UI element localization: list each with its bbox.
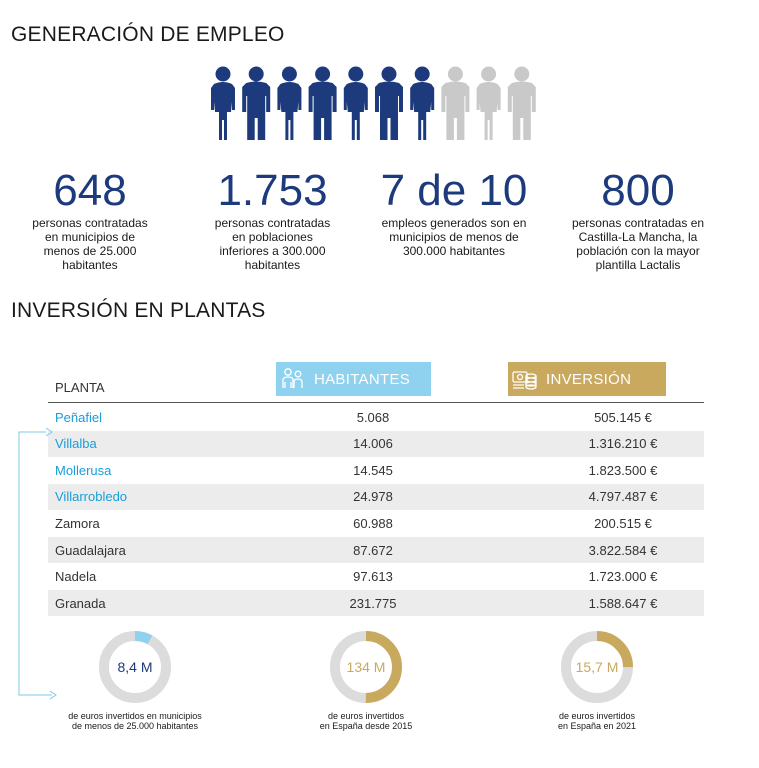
cell-habitantes: 5.068	[356, 409, 390, 425]
donut-value: 8,4 M	[117, 659, 153, 675]
employment-title: GENERACIÓN DE EMPLEO	[11, 23, 285, 46]
investment-title: INVERSIÓN EN PLANTAS	[11, 299, 266, 322]
table-row: Villarrobledo 24.978 4.797.487 €	[48, 483, 704, 510]
stat-text: personas contratadas en Castilla-La Manc…	[571, 216, 705, 272]
donut-chart	[93, 625, 177, 714]
donut-chart	[324, 625, 408, 714]
cell-habitantes: 14.545	[353, 462, 393, 478]
cell-planta: Granada	[55, 595, 106, 611]
stat-648: 648 personas contratadas en municipios d…	[20, 166, 160, 273]
stat-number: 1.753	[217, 166, 328, 215]
cell-inversion: 4.797.487 €	[588, 489, 658, 505]
person-icon	[441, 66, 470, 140]
cell-habitantes: 231.775	[349, 595, 397, 611]
table-row: Granada 231.775 1.588.647 €	[48, 590, 704, 617]
cell-inversion: 3.822.584 €	[588, 542, 658, 558]
person-icon	[507, 66, 536, 140]
people-icon	[276, 362, 310, 396]
donut-caption: de euros invertidos en España desde 2015	[319, 711, 413, 731]
cell-planta: Nadela	[55, 569, 97, 585]
cell-inversion: 1.316.210 €	[588, 436, 658, 452]
stat-7-de-10: 7 de 10 empleos generados son en municip…	[368, 166, 540, 259]
donut-fill	[561, 631, 633, 703]
cell-inversion: 1.823.500 €	[588, 462, 658, 478]
donut-caption: de euros invertidos en España en 2021	[557, 711, 637, 731]
donut-fill	[99, 631, 171, 703]
table-row: Peñafiel 5.068 505.145 €	[48, 404, 704, 430]
cell-inversion: 505.145 €	[594, 409, 652, 425]
donut-fill	[330, 631, 402, 703]
inversion-label: INVERSIÓN	[546, 370, 632, 388]
cell-inversion: 200.515 €	[594, 515, 652, 531]
person-icon	[343, 66, 368, 140]
person-icon	[410, 66, 435, 140]
table-row: Villalba 14.006 1.316.210 €	[48, 430, 704, 457]
person-icon	[242, 66, 271, 140]
stat-1753: 1.753 personas contratadas en poblacione…	[200, 166, 345, 273]
cell-habitantes: 24.978	[353, 489, 393, 505]
column-header-habitantes: HABITANTES	[276, 362, 431, 396]
person-icon	[308, 66, 337, 140]
person-icon	[211, 66, 235, 140]
cell-habitantes: 14.006	[353, 436, 393, 452]
person-icon	[375, 66, 403, 140]
donut-value: 134 M	[346, 659, 386, 675]
stat-800: 800 personas contratadas en Castilla-La …	[560, 166, 716, 273]
stat-text: empleos generados son en municipios de m…	[381, 216, 527, 258]
table-row: Zamora 60.988 200.515 €	[48, 510, 704, 536]
person-icon	[277, 66, 302, 140]
bracket-arrow	[18, 427, 57, 700]
cell-habitantes: 97.613	[353, 569, 393, 585]
table-row: Mollerusa 14.545 1.823.500 €	[48, 457, 704, 483]
cell-planta: Villarrobledo	[55, 489, 128, 505]
coins-icon	[508, 362, 542, 396]
cell-inversion: 1.588.647 €	[588, 595, 658, 611]
people-pictogram	[211, 66, 536, 140]
column-header-inversion: INVERSIÓN	[508, 362, 666, 396]
cell-inversion: 1.723.000 €	[588, 569, 658, 585]
stat-text: personas contratadas en municipios de me…	[32, 216, 148, 272]
table-row: Nadela 97.613 1.723.000 €	[48, 564, 704, 590]
table-top-rule	[48, 402, 704, 403]
column-header-planta: PLANTA	[55, 380, 105, 395]
donut-value: 15,7 M	[575, 659, 619, 675]
cell-planta: Guadalajara	[55, 542, 126, 558]
cell-planta: Zamora	[55, 515, 100, 531]
stat-text: personas contratadas en poblaciones infe…	[214, 216, 331, 272]
cell-planta: Peñafiel	[55, 409, 102, 425]
stat-number: 800	[601, 166, 675, 215]
table-row: Guadalajara 87.672 3.822.584 €	[48, 537, 704, 563]
person-icon	[476, 66, 501, 140]
habitantes-label: HABITANTES	[314, 370, 411, 388]
stat-number: 7 de 10	[380, 166, 528, 215]
cell-planta: Mollerusa	[55, 462, 112, 478]
cell-habitantes: 87.672	[353, 542, 393, 558]
cell-planta: Villalba	[55, 436, 97, 452]
donut-chart	[555, 625, 639, 714]
stat-number: 648	[53, 166, 127, 215]
cell-habitantes: 60.988	[353, 515, 393, 531]
donut-caption: de euros invertidos en municipios de men…	[68, 711, 202, 731]
